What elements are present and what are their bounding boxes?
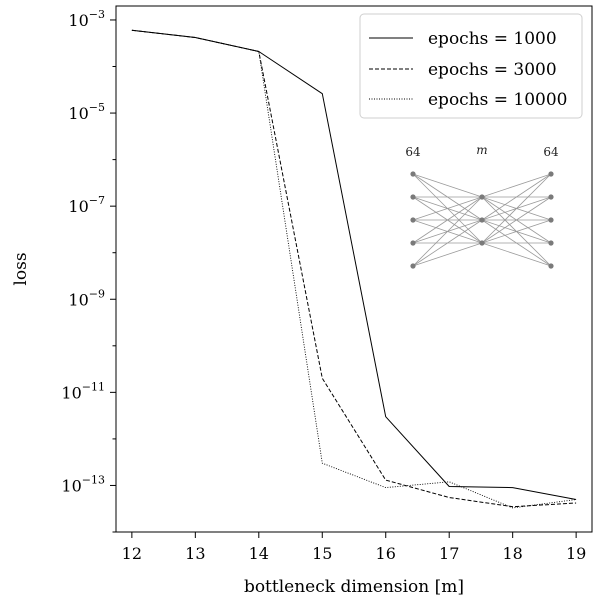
legend-label-3000: epochs = 3000 (428, 60, 557, 80)
inset-node (548, 217, 554, 223)
y-tick-label: 10−13 (61, 473, 105, 495)
inset-edge (412, 196, 483, 267)
legend: epochs = 1000 epochs = 3000 epochs = 100… (359, 13, 583, 119)
inset-node (548, 263, 554, 269)
x-tick-label: 17 (439, 544, 459, 563)
x-tick-label: 15 (312, 544, 332, 563)
y-axis-ticks: 10−13 10−11 10−9 10−7 10−5 10−3 (61, 8, 116, 533)
x-tick-label: 12 (122, 544, 142, 563)
inset-edge (481, 196, 552, 221)
x-tick-label: 19 (566, 544, 586, 563)
inset-node (479, 240, 485, 246)
y-tick-label: 10−3 (68, 8, 105, 30)
series-line-2 (131, 29, 577, 508)
inset-edge (412, 242, 483, 267)
inset-edge (412, 196, 483, 244)
inset-edge (481, 219, 552, 267)
inset-edge (481, 196, 552, 267)
x-axis-ticks: 12 13 14 15 16 17 18 19 (122, 532, 586, 563)
legend-box (359, 13, 583, 119)
inset-edges (412, 173, 552, 267)
inset-node (410, 171, 416, 177)
y-tick-label: 10−7 (68, 194, 105, 216)
inset-nodes (410, 171, 554, 269)
y-tick-label: 10−11 (61, 380, 105, 402)
x-tick-label: 13 (185, 544, 205, 563)
inset-node (479, 217, 485, 223)
legend-label-10000: epochs = 10000 (428, 90, 568, 110)
y-tick-label: 10−9 (68, 287, 105, 309)
inset-left-label: 64 (405, 145, 421, 159)
inset-edge (412, 219, 483, 267)
inset-edge (412, 196, 483, 221)
x-tick-label: 18 (502, 544, 522, 563)
inset-right-label: 64 (543, 145, 559, 159)
series-lines (131, 29, 577, 509)
inset-node (410, 194, 416, 200)
inset-node (548, 240, 554, 246)
x-tick-label: 14 (249, 544, 269, 563)
plot-frame (115, 5, 593, 533)
x-tick-label: 16 (376, 544, 396, 563)
y-axis-title: loss (11, 252, 31, 285)
inset-edge (481, 196, 552, 244)
x-axis-title: bottleneck dimension [m] (244, 577, 464, 597)
inset-node (548, 194, 554, 200)
inset-node (410, 240, 416, 246)
inset-node (410, 217, 416, 223)
inset-node (479, 194, 485, 200)
inset-node (548, 171, 554, 177)
network-inset: 64 m 64 (405, 143, 559, 269)
inset-edge (412, 173, 483, 198)
inset-edge (481, 242, 552, 267)
y-tick-label: 10−5 (68, 101, 105, 123)
legend-label-1000: epochs = 1000 (428, 29, 557, 49)
inset-node (410, 263, 416, 269)
inset-middle-label: m (476, 143, 487, 157)
inset-edge (481, 173, 552, 198)
